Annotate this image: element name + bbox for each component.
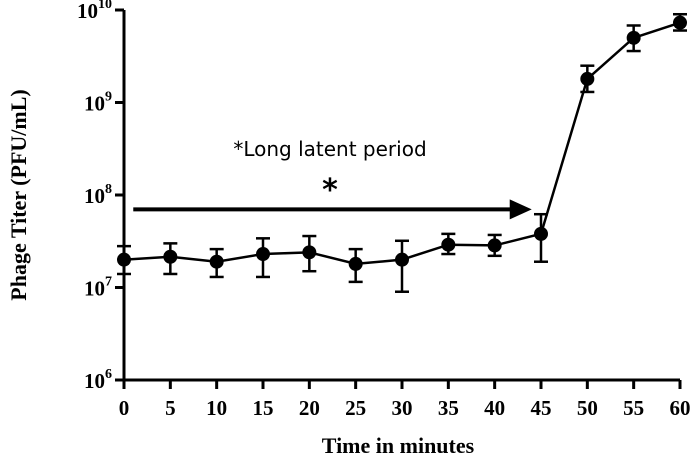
y-tick-label: 106	[84, 367, 112, 393]
data-point	[487, 238, 502, 253]
y-tick-label: 107	[84, 275, 112, 301]
x-tick-label: 5	[165, 396, 176, 420]
x-tick-label: 30	[392, 396, 413, 420]
data-point	[256, 247, 270, 262]
annotation-text: *Long latent period	[233, 137, 426, 161]
x-tick-label: 40	[484, 396, 505, 420]
y-tick-label: 108	[84, 182, 112, 208]
data-point	[626, 30, 641, 45]
x-tick-label: 35	[438, 396, 459, 420]
y-tick-label: 1010	[77, 0, 112, 23]
data-point	[534, 226, 548, 241]
data-point	[117, 252, 131, 267]
axes	[122, 10, 680, 382]
x-tick-label: 0	[119, 396, 130, 420]
plot-marks	[117, 12, 687, 293]
annotation-star: *	[322, 173, 338, 208]
y-axis-title: Phage Titer (PFU/mL)	[6, 89, 31, 300]
y-axis-ticks: 106 107 108 109 1010	[77, 0, 124, 393]
x-axis-title: Time in minutes	[322, 433, 475, 458]
data-point	[348, 256, 363, 271]
y-tick-label: 109	[84, 90, 112, 116]
data-point	[209, 254, 224, 269]
x-tick-label: 15	[253, 396, 274, 420]
data-point	[673, 15, 687, 30]
x-tick-label: 10	[206, 396, 227, 420]
x-tick-label: 55	[623, 396, 644, 420]
data-point	[441, 237, 456, 252]
x-tick-label: 20	[299, 396, 320, 420]
data-point	[580, 71, 595, 86]
x-tick-label: 60	[670, 396, 691, 420]
x-tick-label: 45	[531, 396, 552, 420]
data-point	[395, 252, 409, 267]
x-tick-label: 25	[345, 396, 366, 420]
arrow-head	[509, 199, 532, 220]
x-tick-label: 50	[577, 396, 598, 420]
annotation-arrow	[133, 199, 532, 220]
data-point	[302, 245, 317, 260]
x-axis-ticks: 0 5 10 15 20 25 30 35 40 45 50 55 60	[119, 380, 691, 420]
data-point	[163, 249, 178, 264]
